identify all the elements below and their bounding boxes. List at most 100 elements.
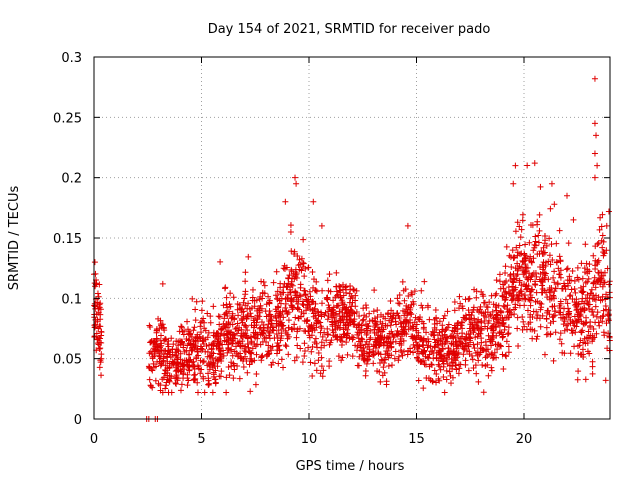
data-point bbox=[585, 334, 592, 341]
data-point bbox=[463, 337, 470, 344]
data-point bbox=[592, 296, 599, 303]
data-point bbox=[343, 339, 350, 346]
data-point bbox=[204, 353, 211, 360]
data-point bbox=[525, 320, 532, 327]
data-point bbox=[306, 324, 313, 331]
data-point bbox=[543, 315, 550, 322]
data-point bbox=[315, 349, 322, 356]
data-point bbox=[432, 315, 439, 322]
data-point bbox=[356, 324, 363, 331]
data-point bbox=[388, 328, 395, 335]
data-point bbox=[568, 327, 575, 334]
data-point bbox=[512, 301, 519, 308]
data-point bbox=[194, 331, 201, 338]
data-point bbox=[147, 323, 154, 330]
data-point bbox=[249, 297, 256, 304]
data-point bbox=[307, 293, 314, 300]
data-point bbox=[241, 347, 248, 354]
data-point bbox=[553, 240, 560, 247]
data-point bbox=[465, 331, 472, 338]
data-point bbox=[379, 328, 386, 335]
data-point bbox=[503, 243, 510, 250]
data-point bbox=[288, 266, 295, 273]
data-point bbox=[427, 348, 434, 355]
data-point bbox=[347, 282, 354, 289]
data-point bbox=[423, 375, 430, 382]
data-point bbox=[510, 306, 517, 313]
data-point bbox=[358, 335, 365, 342]
data-point bbox=[379, 357, 386, 364]
data-point bbox=[439, 322, 446, 329]
data-point bbox=[411, 344, 418, 351]
data-point bbox=[165, 343, 172, 350]
data-point bbox=[355, 362, 362, 369]
data-point bbox=[330, 312, 337, 319]
data-point bbox=[234, 306, 241, 313]
data-point bbox=[474, 325, 481, 332]
data-point bbox=[540, 244, 547, 251]
data-point bbox=[314, 317, 321, 324]
data-point bbox=[151, 348, 158, 355]
data-point bbox=[385, 354, 392, 361]
data-point bbox=[232, 335, 239, 342]
data-point bbox=[366, 318, 373, 325]
data-point bbox=[448, 340, 455, 347]
data-point bbox=[350, 309, 357, 316]
data-point bbox=[471, 345, 478, 352]
data-point bbox=[547, 205, 554, 212]
data-point bbox=[148, 338, 155, 345]
data-point bbox=[420, 320, 427, 327]
data-point bbox=[547, 330, 554, 337]
data-point bbox=[201, 389, 208, 396]
data-point bbox=[589, 308, 596, 315]
data-point bbox=[507, 272, 514, 279]
data-point bbox=[591, 150, 598, 157]
data-point bbox=[534, 333, 541, 340]
data-point bbox=[503, 338, 510, 345]
data-point bbox=[177, 387, 184, 394]
data-point bbox=[280, 322, 287, 329]
data-point bbox=[556, 271, 563, 278]
data-point bbox=[503, 353, 510, 360]
data-point bbox=[487, 336, 494, 343]
data-point bbox=[225, 363, 232, 370]
data-point bbox=[444, 338, 451, 345]
data-point bbox=[210, 371, 217, 378]
data-point bbox=[385, 362, 392, 369]
data-point bbox=[415, 345, 422, 352]
data-point bbox=[475, 378, 482, 385]
data-point bbox=[180, 344, 187, 351]
data-point bbox=[295, 300, 302, 307]
data-point bbox=[574, 264, 581, 271]
data-point bbox=[160, 325, 167, 332]
data-point bbox=[603, 247, 610, 254]
data-point bbox=[209, 341, 216, 348]
data-point bbox=[274, 347, 281, 354]
data-point bbox=[492, 323, 499, 330]
data-point bbox=[158, 332, 165, 339]
data-point bbox=[392, 348, 399, 355]
data-point bbox=[529, 326, 536, 333]
data-point bbox=[540, 259, 547, 266]
data-point bbox=[436, 363, 443, 370]
data-point bbox=[225, 320, 232, 327]
data-point bbox=[269, 343, 276, 350]
data-point bbox=[561, 327, 568, 334]
data-point bbox=[475, 357, 482, 364]
data-point bbox=[394, 295, 401, 302]
data-point bbox=[460, 351, 467, 358]
data-point bbox=[498, 329, 505, 336]
data-point bbox=[448, 380, 455, 387]
data-point bbox=[288, 326, 295, 333]
data-point bbox=[311, 360, 318, 367]
data-point bbox=[603, 291, 610, 298]
data-point bbox=[162, 336, 169, 343]
data-point bbox=[381, 334, 388, 341]
data-point bbox=[408, 301, 415, 308]
data-point bbox=[506, 307, 513, 314]
data-point bbox=[605, 307, 612, 314]
chart-title: Day 154 of 2021, SRMTID for receiver pad… bbox=[208, 22, 491, 37]
data-point bbox=[280, 284, 287, 291]
x-axis-label: GPS time / hours bbox=[296, 459, 405, 474]
data-point bbox=[424, 344, 431, 351]
